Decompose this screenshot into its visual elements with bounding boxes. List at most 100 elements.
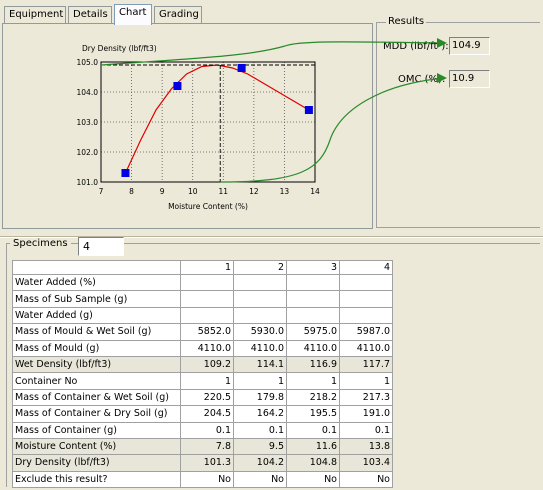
table-cell[interactable]: 4110.0 bbox=[233, 339, 287, 357]
table-cell[interactable]: 191.0 bbox=[339, 405, 393, 423]
section-divider bbox=[0, 236, 543, 237]
row-label: Water Added (%) bbox=[12, 273, 181, 292]
table-row: Mass of Container & Dry Soil (g) 204.5 164… bbox=[12, 405, 393, 423]
table-cell[interactable] bbox=[233, 306, 287, 325]
table-row: Mass of Sub Sample (g) bbox=[12, 290, 393, 308]
chart-tab-panel bbox=[2, 23, 373, 229]
table-cell[interactable] bbox=[180, 306, 234, 325]
tab-details[interactable]: Details bbox=[68, 6, 112, 24]
table-cell[interactable] bbox=[339, 306, 393, 325]
table-cell[interactable] bbox=[180, 290, 234, 308]
table-row: Mass of Container (g) 0.1 0.1 0.1 0.1 bbox=[12, 421, 393, 439]
table-cell: 116.9 bbox=[286, 355, 340, 374]
table-row: Container No 1 1 1 1 bbox=[12, 372, 393, 390]
table-cell[interactable]: 164.2 bbox=[233, 405, 287, 423]
results-title: Results bbox=[386, 16, 427, 27]
row-label: Mass of Container & Dry Soil (g) bbox=[12, 405, 181, 423]
table-cell[interactable]: 4110.0 bbox=[286, 339, 340, 357]
table-row: Water Added (%) bbox=[12, 273, 393, 292]
tab-details-label: Details bbox=[73, 9, 108, 20]
row-label: Mass of Mould & Wet Soil (g) bbox=[12, 323, 181, 341]
table-cell[interactable]: 220.5 bbox=[180, 388, 234, 407]
table-cell[interactable] bbox=[286, 290, 340, 308]
table-cell[interactable]: 0.1 bbox=[180, 421, 234, 439]
specimen-table: 1 2 3 4 Water Added (%) Mass of Sub Sample (g… bbox=[12, 260, 393, 489]
table-cell: 117.7 bbox=[339, 355, 393, 374]
column-header-4: 4 bbox=[339, 260, 393, 275]
tab-grading-label: Grading bbox=[159, 9, 199, 20]
table-cell: 114.1 bbox=[233, 355, 287, 374]
table-cell: 9.5 bbox=[233, 437, 287, 456]
table-cell[interactable]: 5975.0 bbox=[286, 323, 340, 341]
table-cell[interactable]: No bbox=[233, 470, 287, 489]
specimens-group bbox=[6, 243, 540, 487]
table-cell[interactable] bbox=[233, 273, 287, 292]
table-cell[interactable]: 1 bbox=[339, 372, 393, 390]
table-cell[interactable]: 195.5 bbox=[286, 405, 340, 423]
table-cell[interactable]: 5930.0 bbox=[233, 323, 287, 341]
omc-value-field: 10.9 bbox=[449, 70, 490, 88]
table-cell: 101.3 bbox=[180, 454, 234, 472]
tab-chart-label: Chart bbox=[119, 7, 147, 18]
column-header-2: 2 bbox=[233, 260, 287, 275]
table-cell[interactable]: 179.8 bbox=[233, 388, 287, 407]
table-row: Moisture Content (%) 7.8 9.5 11.6 13.8 bbox=[12, 437, 393, 456]
table-cell[interactable] bbox=[286, 273, 340, 292]
table-cell[interactable]: 1 bbox=[286, 372, 340, 390]
table-cell[interactable]: 5852.0 bbox=[180, 323, 234, 341]
table-cell[interactable]: No bbox=[339, 470, 393, 489]
table-cell: 104.2 bbox=[233, 454, 287, 472]
table-cell[interactable]: 0.1 bbox=[233, 421, 287, 439]
row-label: Container No bbox=[12, 372, 181, 390]
row-label: Mass of Mould (g) bbox=[12, 339, 181, 357]
table-row: Water Added (g) bbox=[12, 306, 393, 325]
table-cell[interactable]: 217.3 bbox=[339, 388, 393, 407]
table-cell[interactable]: 204.5 bbox=[180, 405, 234, 423]
table-cell[interactable]: 1 bbox=[233, 372, 287, 390]
table-corner-cell bbox=[12, 260, 181, 275]
table-cell[interactable]: 1 bbox=[180, 372, 234, 390]
table-cell[interactable]: 218.2 bbox=[286, 388, 340, 407]
table-cell[interactable] bbox=[180, 273, 234, 292]
section-divider-highlight bbox=[0, 237, 543, 238]
row-label: Exclude this result? bbox=[12, 470, 181, 489]
table-cell: 11.6 bbox=[286, 437, 340, 456]
row-label: Mass of Container (g) bbox=[12, 421, 181, 439]
table-cell[interactable] bbox=[286, 306, 340, 325]
table-cell[interactable] bbox=[339, 290, 393, 308]
table-cell: 103.4 bbox=[339, 454, 393, 472]
table-cell: 104.8 bbox=[286, 454, 340, 472]
table-cell[interactable]: 0.1 bbox=[286, 421, 340, 439]
row-label: Moisture Content (%) bbox=[12, 437, 181, 456]
table-cell[interactable] bbox=[339, 273, 393, 292]
table-row: Wet Density (lbf/ft3) 109.2 114.1 116.9 117.… bbox=[12, 355, 393, 374]
tab-equipment[interactable]: Equipment bbox=[4, 6, 66, 24]
row-label: Dry Density (lbf/ft3) bbox=[12, 454, 181, 472]
table-cell[interactable]: No bbox=[180, 470, 234, 489]
table-cell: 7.8 bbox=[180, 437, 234, 456]
specimens-count-input[interactable]: 4 bbox=[78, 237, 124, 256]
tab-grading[interactable]: Grading bbox=[154, 6, 202, 24]
table-cell[interactable]: 4110.0 bbox=[339, 339, 393, 357]
tab-equipment-label: Equipment bbox=[9, 9, 64, 20]
row-label: Water Added (g) bbox=[12, 306, 181, 325]
table-row: Exclude this result? No No No No bbox=[12, 470, 393, 489]
table-cell: 109.2 bbox=[180, 355, 234, 374]
omc-label: OMC (%): bbox=[398, 74, 446, 85]
mdd-label: MDD (lbf/ft³): bbox=[383, 41, 449, 52]
table-cell: 13.8 bbox=[339, 437, 393, 456]
table-cell[interactable]: 4110.0 bbox=[180, 339, 234, 357]
table-row: Mass of Container & Wet Soil (g) 220.5 179… bbox=[12, 388, 393, 407]
table-cell[interactable]: 0.1 bbox=[339, 421, 393, 439]
table-cell[interactable] bbox=[233, 290, 287, 308]
row-label: Wet Density (lbf/ft3) bbox=[12, 355, 181, 374]
table-cell[interactable]: 5987.0 bbox=[339, 323, 393, 341]
row-label: Mass of Sub Sample (g) bbox=[12, 290, 181, 308]
specimens-label: Specimens bbox=[10, 238, 71, 249]
column-header-1: 1 bbox=[180, 260, 234, 275]
tab-chart[interactable]: Chart bbox=[114, 4, 152, 25]
table-cell[interactable]: No bbox=[286, 470, 340, 489]
table-row: Dry Density (lbf/ft3) 101.3 104.2 104.8 103.… bbox=[12, 454, 393, 472]
row-label: Mass of Container & Wet Soil (g) bbox=[12, 388, 181, 407]
